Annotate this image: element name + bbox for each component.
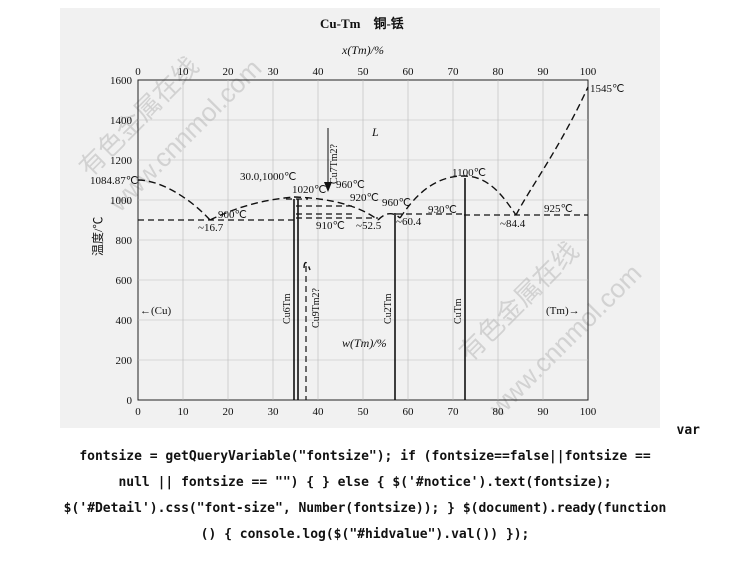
top-axis-ticks: 0 10 20 30 40 50 60 70 80 90 100 bbox=[135, 66, 597, 78]
liquidus-tm-side bbox=[515, 86, 589, 216]
label-liquid: L bbox=[371, 125, 379, 139]
liquidus-960b bbox=[377, 213, 401, 221]
top-tick-label: 60 bbox=[403, 66, 415, 78]
watermark: 有色金属在线 www.cnnmol.com 有色金属在线 www.cnnmol.… bbox=[73, 51, 647, 423]
liquidus-curves bbox=[137, 86, 589, 271]
liquidus-cong2 bbox=[399, 175, 517, 219]
bottom-tick-label: 40 bbox=[313, 406, 325, 418]
label-eut3-comp: ~60.4 bbox=[396, 216, 422, 228]
label-960a: 960℃ bbox=[336, 179, 365, 191]
label-eut2-comp: ~52.5 bbox=[356, 220, 382, 232]
label-920: 920℃ bbox=[350, 192, 379, 204]
top-tick-label: 20 bbox=[223, 66, 235, 78]
bottom-tick-label: 80 bbox=[493, 406, 505, 418]
bottom-tick-label: 30 bbox=[268, 406, 280, 418]
label-910: 910℃ bbox=[316, 220, 345, 232]
label-tm-melt: 1545℃ bbox=[590, 83, 624, 95]
bottom-tick-label: 20 bbox=[223, 406, 235, 418]
liquidus-to-cong1 bbox=[209, 196, 295, 221]
code-text-block: var fontsize = getQueryVariable("fontsiz… bbox=[0, 418, 730, 576]
code-line: fontsize = getQueryVariable("fontsize");… bbox=[79, 449, 651, 464]
label-eut4-temp: 925℃ bbox=[544, 203, 573, 215]
watermark-url-2: www.cnnmol.com bbox=[482, 258, 647, 423]
compound-lines bbox=[293, 178, 466, 400]
bottom-tick-label: 0 bbox=[135, 406, 141, 418]
top-tick-label: 30 bbox=[268, 66, 280, 78]
grid bbox=[138, 80, 588, 400]
bottom-tick-label: 70 bbox=[448, 406, 460, 418]
bottom-axis-ticks: 0 10 20 30 40 50 60 70 80 90 100 bbox=[135, 406, 597, 418]
bottom-tick-label: 50 bbox=[358, 406, 370, 418]
y-tick-label: 1400 bbox=[110, 115, 133, 127]
label-cutm: CuTm bbox=[453, 298, 464, 324]
annotations: 1084.87℃ 1545℃ L ~16.7 900℃ 30.0,1000℃ 1… bbox=[90, 83, 624, 328]
label-cong2: 1100℃ bbox=[452, 167, 486, 179]
label-cu2tm: Cu2Tm bbox=[383, 293, 394, 324]
y-tick-label: 800 bbox=[116, 235, 133, 247]
bottom-tick-label: 100 bbox=[580, 406, 597, 418]
phase-diagram-svg: 有色金属在线 www.cnnmol.com 有色金属在线 www.cnnmol.… bbox=[73, 16, 647, 423]
label-cu9tm2: Cu9Tm2? bbox=[311, 287, 322, 328]
code-line: var bbox=[676, 423, 700, 438]
cu9tm2-boundary bbox=[303, 261, 311, 271]
label-930: 930℃ bbox=[428, 204, 457, 216]
label-eut1-temp: 900℃ bbox=[218, 209, 247, 221]
top-tick-label: 50 bbox=[358, 66, 370, 78]
label-960b: 960℃ bbox=[382, 197, 411, 209]
y-tick-label: 0 bbox=[127, 395, 133, 407]
y-axis-ticks: 0 200 400 600 800 1000 1200 1400 1600 bbox=[110, 75, 133, 407]
code-line: () { console.log($("#hidvalue").val()) }… bbox=[200, 527, 530, 542]
label-cong1-temp: 1020℃ bbox=[292, 184, 326, 196]
label-cu7tm2: Cu7Tm2? bbox=[329, 143, 340, 184]
label-cu-phase: ←(Cu) bbox=[140, 305, 172, 317]
y-axis-label: 温度/℃ bbox=[90, 217, 105, 256]
top-tick-label: 100 bbox=[580, 66, 597, 78]
top-tick-label: 10 bbox=[178, 66, 190, 78]
top-axis-label: x(Tm)/% bbox=[341, 43, 384, 57]
code-line: $('#Detail').css("font-size", Number(fon… bbox=[63, 501, 667, 516]
label-cu6tm: Cu6Tm bbox=[282, 293, 293, 324]
isotherm-lines bbox=[138, 198, 588, 221]
top-tick-label: 80 bbox=[493, 66, 505, 78]
y-tick-label: 600 bbox=[116, 275, 133, 287]
bottom-tick-label: 90 bbox=[538, 406, 550, 418]
top-tick-label: 70 bbox=[448, 66, 460, 78]
y-tick-label: 200 bbox=[116, 355, 133, 367]
label-eut4-comp: ~84.4 bbox=[500, 218, 526, 230]
y-tick-label: 1600 bbox=[110, 75, 133, 87]
cu7tm2-arrowhead bbox=[324, 182, 332, 192]
label-tm-phase: (Tm)→ bbox=[546, 305, 580, 317]
label-cu-melt: 1084.87℃ bbox=[90, 175, 138, 187]
top-tick-label: 90 bbox=[538, 66, 550, 78]
code-line: null || fontsize == "") { } else { $('#n… bbox=[118, 475, 612, 490]
top-tick-label: 40 bbox=[313, 66, 325, 78]
liquidus-cong1-down bbox=[293, 196, 379, 221]
phase-diagram: 有色金属在线 www.cnnmol.com 有色金属在线 www.cnnmol.… bbox=[60, 8, 660, 428]
diagram-title: Cu-Tm 铜-铥 bbox=[320, 16, 404, 31]
y-tick-label: 1000 bbox=[110, 195, 133, 207]
bottom-tick-label: 60 bbox=[403, 406, 415, 418]
label-cong1: 30.0,1000℃ bbox=[240, 171, 296, 183]
bottom-tick-label: 10 bbox=[178, 406, 190, 418]
liquidus-cu-side bbox=[137, 179, 211, 221]
bottom-axis-label: w(Tm)/% bbox=[342, 336, 387, 350]
label-eut1-comp: ~16.7 bbox=[198, 222, 224, 234]
y-tick-label: 400 bbox=[116, 315, 133, 327]
y-tick-label: 1200 bbox=[110, 155, 133, 167]
top-tick-label: 0 bbox=[135, 66, 141, 78]
